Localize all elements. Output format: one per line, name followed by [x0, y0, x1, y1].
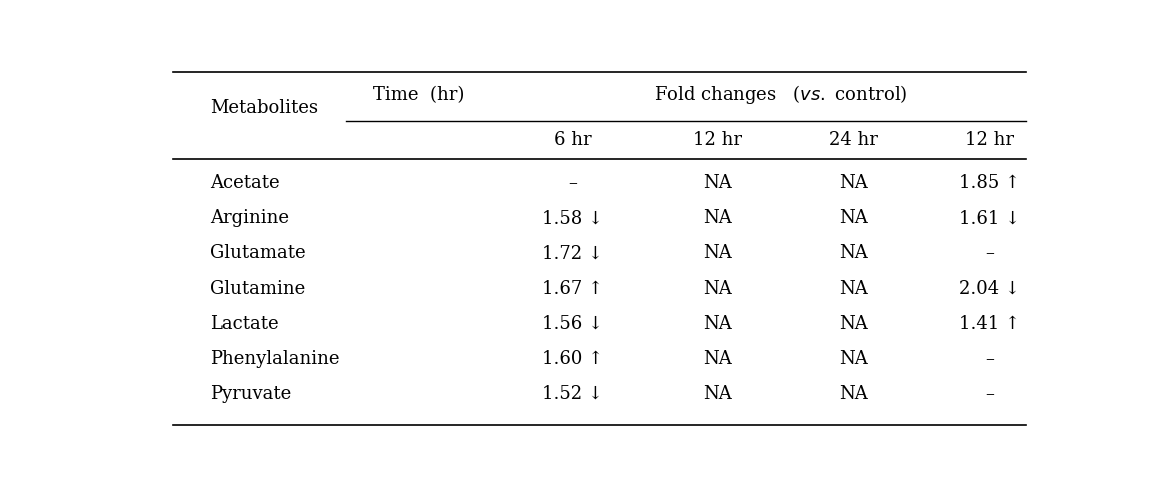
Text: 12 hr: 12 hr	[693, 131, 742, 149]
Text: 1.67 ↑: 1.67 ↑	[542, 280, 603, 297]
Text: Pyruvate: Pyruvate	[209, 385, 291, 403]
Text: –: –	[985, 245, 994, 263]
Text: NA: NA	[703, 350, 732, 368]
Text: 1.41 ↑: 1.41 ↑	[959, 315, 1020, 333]
Text: NA: NA	[839, 209, 868, 227]
Text: 1.56 ↓: 1.56 ↓	[542, 315, 603, 333]
Text: Time  (hr): Time (hr)	[372, 86, 464, 104]
Text: 1.61 ↓: 1.61 ↓	[959, 209, 1020, 227]
Text: NA: NA	[703, 315, 732, 333]
Text: –: –	[985, 385, 994, 403]
Text: Fold changes   ($\mathit{vs.}$ control): Fold changes ($\mathit{vs.}$ control)	[654, 83, 908, 106]
Text: NA: NA	[703, 245, 732, 263]
Text: 1.58 ↓: 1.58 ↓	[542, 209, 603, 227]
Text: NA: NA	[839, 315, 868, 333]
Text: Glutamine: Glutamine	[209, 280, 305, 297]
Text: –: –	[985, 350, 994, 368]
Text: Arginine: Arginine	[209, 209, 289, 227]
Text: NA: NA	[839, 174, 868, 192]
Text: NA: NA	[703, 385, 732, 403]
Text: 1.52 ↓: 1.52 ↓	[542, 385, 603, 403]
Text: NA: NA	[839, 245, 868, 263]
Text: Glutamate: Glutamate	[209, 245, 305, 263]
Text: NA: NA	[703, 174, 732, 192]
Text: 1.85 ↑: 1.85 ↑	[959, 174, 1020, 192]
Text: NA: NA	[703, 280, 732, 297]
Text: –: –	[567, 174, 577, 192]
Text: 2.04 ↓: 2.04 ↓	[959, 280, 1020, 297]
Text: NA: NA	[839, 385, 868, 403]
Text: NA: NA	[839, 280, 868, 297]
Text: NA: NA	[703, 209, 732, 227]
Text: 6 hr: 6 hr	[553, 131, 591, 149]
Text: NA: NA	[839, 350, 868, 368]
Text: 24 hr: 24 hr	[830, 131, 878, 149]
Text: Acetate: Acetate	[209, 174, 280, 192]
Text: 12 hr: 12 hr	[965, 131, 1014, 149]
Text: 1.60 ↑: 1.60 ↑	[542, 350, 603, 368]
Text: Lactate: Lactate	[209, 315, 278, 333]
Text: Phenylalanine: Phenylalanine	[209, 350, 339, 368]
Text: Metabolites: Metabolites	[209, 99, 318, 117]
Text: 1.72 ↓: 1.72 ↓	[542, 245, 603, 263]
